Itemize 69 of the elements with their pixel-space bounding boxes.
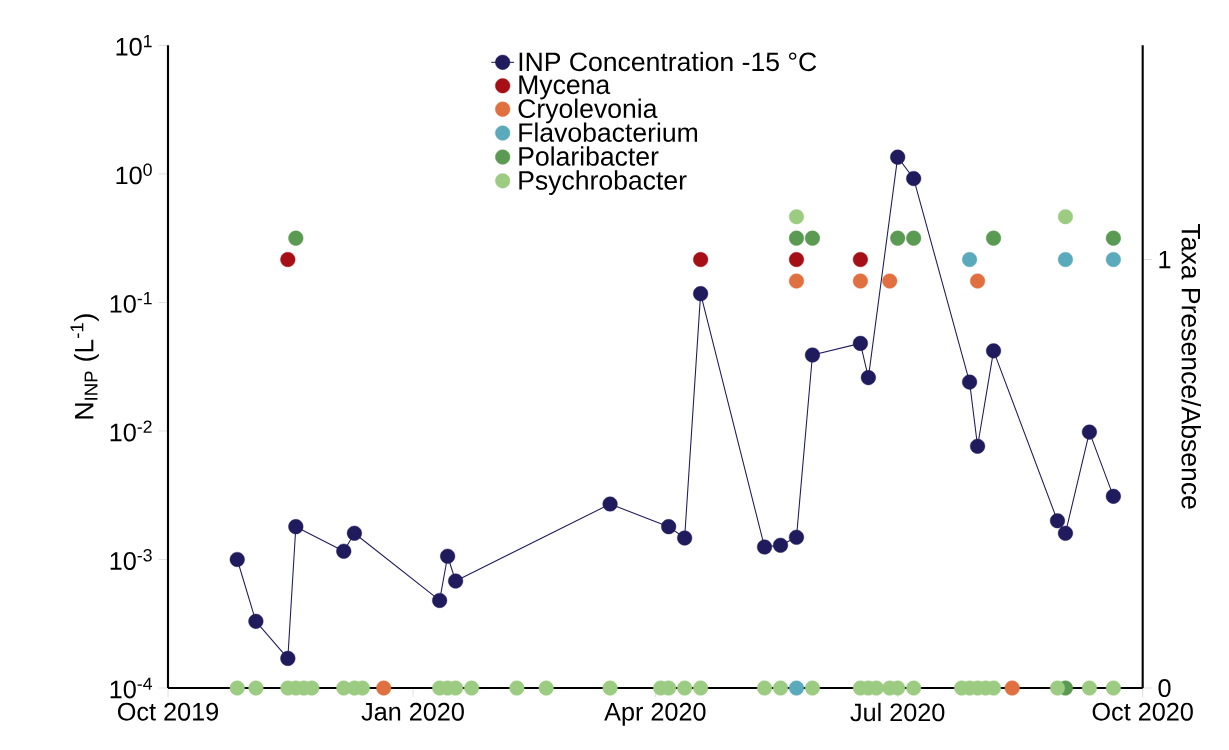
y-tick-label: 10$^{-3}$	[110, 549, 152, 570]
y2-axis-title: Taxa Presence/Absence	[1181, 224, 1201, 509]
point	[788, 273, 804, 289]
point	[882, 273, 898, 289]
x-tick-label: Oct 2019	[117, 702, 218, 721]
point	[890, 230, 906, 246]
point	[229, 551, 245, 567]
point	[677, 530, 693, 546]
point	[693, 252, 709, 268]
point	[693, 286, 709, 302]
point	[1057, 209, 1073, 225]
point	[906, 230, 922, 246]
point	[432, 592, 448, 608]
x-tick-label: Jul 2020	[850, 702, 945, 722]
y-axis-title: N$_{INP}$ (L$^{-1}$)	[70, 314, 99, 419]
point	[248, 613, 264, 629]
y-tick-label: 10$^{-1}$	[110, 292, 152, 313]
point	[804, 347, 820, 363]
legend-label: INP Concentration -15 °C	[519, 51, 817, 72]
point	[1105, 230, 1121, 246]
point	[986, 343, 1002, 359]
point	[346, 525, 362, 541]
point	[757, 539, 773, 555]
point	[852, 252, 868, 268]
point	[602, 496, 618, 512]
point	[986, 230, 1002, 246]
x-tick-label: Apr 2020	[604, 702, 706, 726]
point	[962, 252, 978, 268]
point	[280, 252, 296, 268]
point	[288, 519, 304, 535]
point	[773, 537, 789, 553]
point	[906, 171, 922, 187]
point	[970, 438, 986, 454]
point	[788, 230, 804, 246]
y-tick-label: 10$^{-4}$	[110, 677, 152, 699]
y-tick-label: 10$^{0}$	[116, 163, 152, 185]
point	[1081, 424, 1097, 440]
point	[1105, 488, 1121, 504]
point	[280, 650, 296, 666]
x-tick-label: Oct 2020	[1092, 702, 1193, 721]
point	[788, 252, 804, 268]
legend-label: Mycena	[519, 75, 611, 100]
point	[860, 370, 876, 386]
x-tick-label: Jan 2020	[361, 702, 464, 721]
y2-tick-label: 0	[1158, 679, 1171, 697]
y-tick-label: 10$^{1}$	[116, 34, 152, 56]
point	[448, 573, 464, 589]
point	[1057, 252, 1073, 268]
point	[852, 273, 868, 289]
legend-label: Flavobacterium	[519, 122, 698, 142]
point	[1057, 525, 1073, 541]
point	[962, 374, 978, 390]
point	[852, 335, 868, 351]
point	[336, 543, 352, 559]
y2-tick-label: 1	[1159, 250, 1171, 269]
y-tick-label: 10$^{-2}$	[110, 420, 152, 442]
point	[288, 230, 304, 246]
point	[804, 230, 820, 246]
point	[1049, 513, 1065, 529]
legend-label: Cryolevonia	[518, 98, 658, 124]
point	[970, 273, 986, 289]
point	[661, 519, 677, 535]
point	[788, 209, 804, 225]
legend-label: Polaribacter	[519, 146, 659, 166]
point	[890, 149, 906, 165]
point	[788, 529, 804, 545]
point	[440, 548, 456, 564]
point	[1105, 252, 1121, 268]
legend-label: Psychrobacter	[519, 170, 687, 195]
